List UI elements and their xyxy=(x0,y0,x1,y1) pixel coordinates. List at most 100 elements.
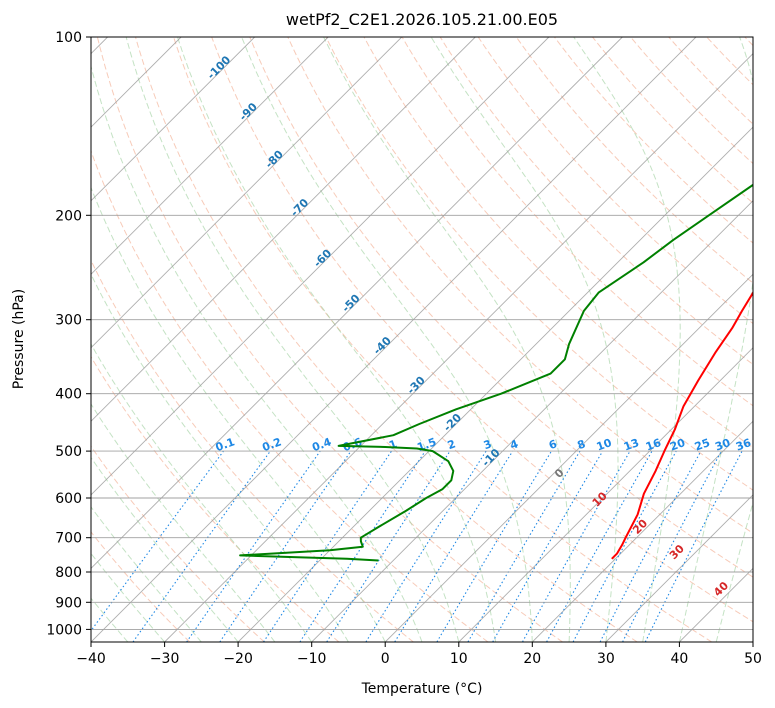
dry-adiabat-line xyxy=(91,445,265,642)
mixing-ratio-line xyxy=(326,450,451,642)
dry-adiabat-line xyxy=(91,149,489,642)
isotherm-line xyxy=(237,126,753,642)
mixing-ratio-label: 2 xyxy=(446,437,458,452)
dry-adiabat-line xyxy=(91,355,340,642)
dry-adiabat-line xyxy=(515,37,753,284)
isotherm-label: -50 xyxy=(339,292,362,315)
mixing-ratio-line xyxy=(522,450,631,642)
mixing-ratio-line xyxy=(365,450,487,642)
mixing-ratio-label: 3 xyxy=(482,437,494,452)
mixing-ratio-label: 0.6 xyxy=(341,435,364,454)
y-tick-label: 600 xyxy=(55,491,82,507)
moist-adiabat-line xyxy=(678,37,753,642)
isotherm-line xyxy=(91,37,550,496)
isotherm-line xyxy=(458,347,753,642)
mixing-ratio-line xyxy=(436,450,552,642)
isotherm-line xyxy=(384,273,753,642)
mixing-ratio-line xyxy=(546,450,653,642)
mixing-ratio-line xyxy=(394,450,514,642)
isotherm-line xyxy=(91,37,623,570)
isotherm-label: -100 xyxy=(205,53,234,82)
y-tick-label: 400 xyxy=(55,387,82,403)
mixing-ratio-line xyxy=(91,450,224,632)
dry-adiabat-line xyxy=(287,37,753,534)
x-tick-label: −10 xyxy=(297,651,327,667)
moist-adiabat-line xyxy=(715,500,753,642)
y-tick-label: 100 xyxy=(55,30,82,46)
isotherm-label: -60 xyxy=(311,246,334,269)
isotherm-line xyxy=(91,37,476,422)
mixing-ratio-label: 30 xyxy=(713,436,732,454)
isotherm-line xyxy=(91,37,329,275)
mixing-ratio-line xyxy=(186,450,321,642)
x-tick-label: −30 xyxy=(150,651,180,667)
dry-adiabat-line xyxy=(173,37,713,642)
isotherm-label: -90 xyxy=(237,100,260,123)
mixing-ratio-line xyxy=(492,450,604,642)
dry-adiabat-line xyxy=(439,37,753,366)
dry-adiabat-line xyxy=(91,531,191,642)
moist-adiabat-line xyxy=(177,37,497,642)
reference-lines xyxy=(91,37,753,642)
dry-adiabat-line xyxy=(554,37,753,244)
isotherm-line xyxy=(91,37,403,349)
mixing-ratio-label: 6 xyxy=(547,437,559,452)
y-tick-label: 200 xyxy=(55,208,82,224)
dry-adiabat-line xyxy=(630,37,753,165)
dry-adiabat-line xyxy=(706,37,753,86)
mixing-ratio-label: 16 xyxy=(644,436,663,454)
moist-adiabat-line xyxy=(91,186,386,642)
x-tick-label: 50 xyxy=(744,651,762,667)
mixing-ratio-label: 8 xyxy=(576,437,588,452)
mixing-ratio-label: 1 xyxy=(387,437,399,452)
y-axis: 100 200 300 400 500 600 700 800 900 1000 xyxy=(46,30,91,638)
moist-adiabat-line xyxy=(430,37,619,642)
mixing-ratio-line xyxy=(219,450,352,642)
dry-adiabat-line xyxy=(744,37,753,47)
mixing-ratio-label: 10 xyxy=(595,436,614,454)
x-tick-label: 30 xyxy=(597,651,615,667)
x-tick-label: 0 xyxy=(381,651,390,667)
isotherm-label: -40 xyxy=(371,334,394,357)
mixing-ratio-label: 36 xyxy=(734,436,753,454)
isotherm-line xyxy=(679,567,753,642)
y-axis-label: Pressure (hPa) xyxy=(11,289,27,389)
x-tick-label: 40 xyxy=(670,651,688,667)
dewpoint-profile-line xyxy=(239,183,753,562)
isotherm-label: -80 xyxy=(263,148,286,171)
mixing-ratio-line xyxy=(467,450,581,642)
x-tick-label: −40 xyxy=(76,651,106,667)
dry-adiabat-line xyxy=(401,37,753,407)
moist-adiabat-line xyxy=(241,37,533,642)
chart-title: wetPf2_C2E1.2026.105.21.00.E05 xyxy=(286,10,558,30)
mixing-ratio-line xyxy=(132,450,271,642)
x-tick-label: 10 xyxy=(450,651,468,667)
dry-adiabat-line xyxy=(135,37,638,642)
isotherm-line xyxy=(311,200,753,642)
mixing-ratio-label: 0.2 xyxy=(260,435,283,454)
moist-adiabat-line xyxy=(573,37,681,642)
mixing-ratio-line xyxy=(644,450,743,642)
x-axis-label: Temperature (°C) xyxy=(361,681,483,697)
mixing-ratio-label: 25 xyxy=(693,436,712,453)
dry-adiabat-line xyxy=(249,37,753,578)
mixing-ratio-label: 20 xyxy=(668,436,687,454)
dry-adiabat-line xyxy=(96,37,563,642)
isotherm-line xyxy=(91,37,256,202)
x-tick-label: −20 xyxy=(223,651,253,667)
y-tick-label: 800 xyxy=(55,565,82,581)
moist-adiabat-label: 20 xyxy=(630,517,650,537)
dry-adiabat-line xyxy=(477,37,753,325)
mixing-ratio-label: 4 xyxy=(508,437,520,452)
profile-series xyxy=(239,183,753,562)
moist-adiabat-line xyxy=(125,37,460,642)
y-tick-label: 900 xyxy=(55,595,82,611)
y-tick-label: 300 xyxy=(55,313,82,329)
dry-adiabat-line xyxy=(592,37,753,204)
mixing-ratio-label: 0.1 xyxy=(214,435,237,454)
y-tick-label: 1000 xyxy=(46,622,82,638)
mixing-ratio-line xyxy=(572,450,677,642)
isotherm-line xyxy=(91,37,697,642)
y-tick-label: 700 xyxy=(55,531,82,547)
